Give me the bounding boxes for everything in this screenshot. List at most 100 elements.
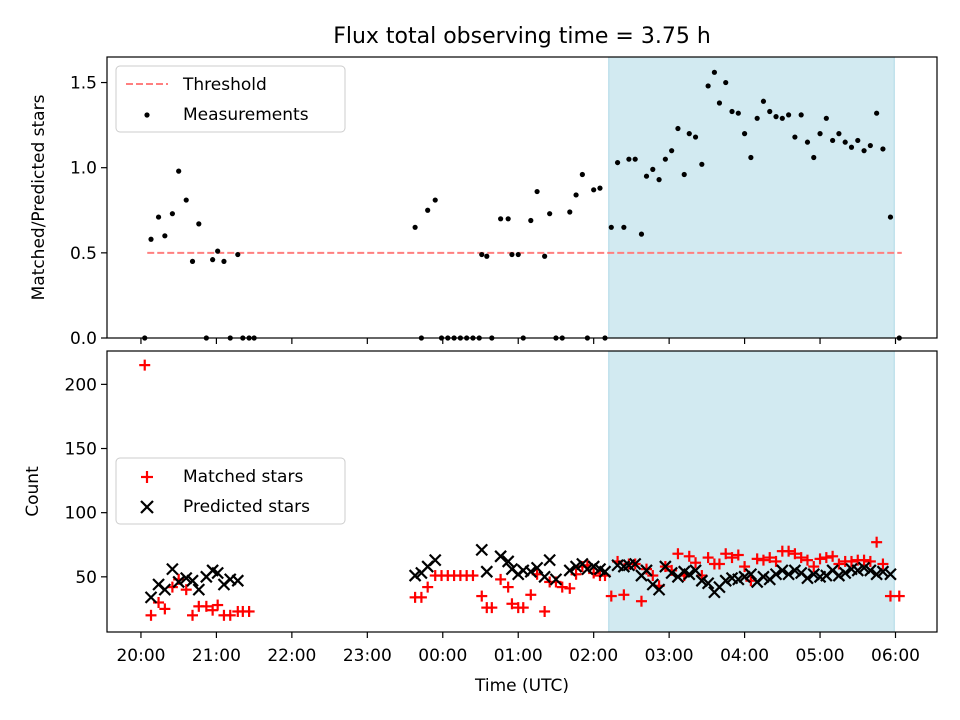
top-legend: Threshold Measurements: [115, 65, 346, 133]
measurement-point: [804, 139, 811, 145]
bottom-legend-box: [115, 457, 346, 525]
measurement-point: [735, 110, 741, 116]
measurement-point: [699, 161, 705, 167]
measurement-point: [855, 137, 861, 144]
measurement-point: [786, 112, 792, 118]
predicted-star-marker: [192, 583, 206, 596]
matched-star-marker: [814, 553, 826, 565]
matched-star-marker: [243, 605, 255, 617]
measurement-point: [515, 251, 521, 258]
predicted-star-marker: [652, 583, 666, 596]
measurement-point: [711, 69, 718, 75]
matched-star-marker: [757, 554, 769, 566]
measurement-point: [608, 224, 614, 230]
measurement-point: [479, 251, 485, 258]
y-tick-label: 1.5: [70, 74, 97, 94]
measurement-point: [760, 98, 767, 104]
predicted-star-marker: [501, 555, 515, 568]
measurement-point: [505, 216, 511, 222]
matched-star-marker: [486, 602, 498, 614]
top-y-axis-label: Matched/Predicted stars: [29, 94, 49, 300]
predicted-star-marker: [549, 573, 563, 586]
x-tick-label: 05:00: [796, 646, 845, 666]
measurement-point: [686, 131, 692, 137]
matched-star-marker: [845, 555, 857, 567]
measurement-point: [867, 142, 873, 149]
measurement-point: [880, 146, 886, 152]
matched-star-marker: [207, 604, 219, 616]
measurement-point: [484, 253, 490, 259]
matched-star-marker: [212, 599, 224, 611]
measurement-point: [723, 79, 729, 86]
matched-star-marker: [647, 570, 659, 582]
predicted-star-marker: [538, 570, 551, 584]
matched-star-marker: [564, 582, 576, 594]
legend-measurements-swatch: [144, 112, 150, 118]
matched-star-marker: [732, 549, 744, 561]
predicted-star-marker: [598, 565, 612, 578]
predicted-star-marker: [876, 565, 890, 578]
x-tick-label: 21:00: [192, 646, 241, 666]
matched-star-marker: [833, 558, 845, 570]
predicted-star-marker: [689, 564, 702, 577]
matched-star-marker: [690, 557, 702, 569]
matched-star-marker: [795, 552, 807, 564]
matched-star-marker: [893, 590, 905, 602]
matched-star-marker: [672, 548, 684, 560]
measurement-point: [792, 134, 798, 140]
measurement-point: [614, 159, 621, 166]
measurement-point: [235, 251, 241, 258]
matched-star-marker: [415, 591, 427, 603]
measurement-point: [155, 214, 162, 220]
measurements-series: [142, 69, 902, 341]
matched-star-marker: [159, 603, 171, 615]
measurement-point: [509, 251, 515, 258]
predicted-star-marker: [640, 564, 653, 577]
measurement-point: [412, 224, 418, 230]
predicted-stars-series: [144, 543, 897, 604]
y-tick-label: 100: [65, 504, 97, 524]
matched-star-marker: [770, 555, 782, 567]
measurement-point: [836, 131, 842, 137]
matched-star-marker: [556, 581, 568, 593]
y-tick-label: 0.5: [70, 244, 97, 264]
measurement-point: [767, 108, 773, 115]
measurement-point: [169, 211, 175, 217]
matched-star-marker: [720, 548, 732, 560]
measurement-point: [716, 100, 723, 106]
measurement-point: [148, 236, 154, 242]
y-tick-label: 1.0: [70, 159, 97, 179]
measurement-point: [638, 231, 645, 237]
matched-star-marker: [820, 552, 832, 564]
measurement-point: [656, 177, 662, 183]
measurement-point: [567, 209, 573, 215]
predicted-star-marker: [628, 557, 642, 571]
predicted-star-marker: [428, 553, 442, 567]
measurement-point: [425, 207, 431, 213]
matched-star-marker: [495, 573, 507, 585]
measurement-point: [675, 125, 681, 132]
highlight-span-rect: [608, 350, 895, 633]
measurement-point: [221, 258, 227, 264]
measurement-point: [643, 173, 650, 179]
x-axis-label: Time (UTC): [474, 676, 569, 696]
measurement-point: [547, 211, 553, 217]
x-tick-label: 00:00: [418, 646, 467, 666]
predicted-star-marker: [480, 565, 494, 578]
predicted-star-marker: [701, 576, 715, 590]
x-tick-label: 22:00: [267, 646, 316, 666]
predicted-star-marker: [186, 574, 199, 587]
chart-title: Flux total observing time = 3.75 h: [333, 24, 711, 49]
measurement-point: [632, 156, 638, 162]
matched-star-marker: [702, 552, 714, 564]
measurement-point: [779, 115, 785, 121]
measurement-point: [798, 112, 804, 118]
measurement-point: [830, 137, 836, 144]
measurement-point: [626, 156, 632, 162]
x-tick-label: 01:00: [494, 646, 543, 666]
y-tick-label: 0.0: [70, 329, 97, 349]
bottom-x-ticks: 20:00 21:00 22:00 23:00 00:00 01:00 02:00 03:00…: [116, 632, 920, 666]
predicted-star-marker: [801, 571, 814, 585]
measurement-point: [597, 185, 603, 191]
matched-star-marker: [618, 589, 630, 601]
